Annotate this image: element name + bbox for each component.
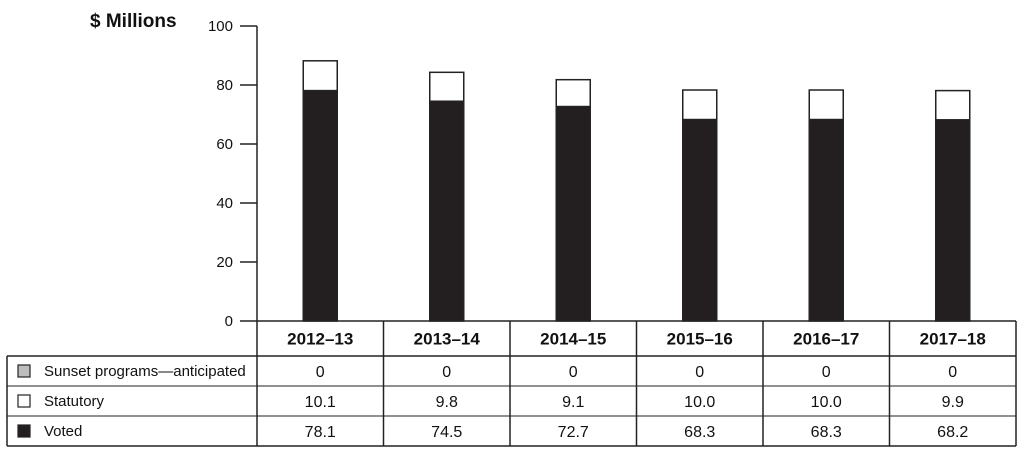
y-tick-label: 60 bbox=[216, 136, 233, 153]
data-label-sunset-programs-anticipated: 0 bbox=[569, 364, 578, 381]
data-label-statutory: 10.0 bbox=[684, 394, 715, 411]
bar-voted-2012-13 bbox=[302, 89, 338, 322]
bar-statutory-2016-17 bbox=[808, 89, 844, 121]
y-axis-label: $ Millions bbox=[90, 11, 177, 32]
legend-swatch-sunset-programs-anticipated bbox=[17, 364, 31, 378]
bar-voted-2014-15 bbox=[555, 105, 591, 322]
data-label-statutory: 10.1 bbox=[305, 394, 336, 411]
y-axis: 0 20 40 60 80 100 bbox=[208, 18, 258, 356]
legend-label-voted: Voted bbox=[44, 423, 82, 440]
bar-voted-2015-16 bbox=[682, 118, 718, 322]
bar-statutory-2014-15 bbox=[555, 78, 591, 108]
category-label-2014-15: 2014–15 bbox=[540, 330, 606, 349]
bar-statutory-2012-13 bbox=[302, 60, 338, 92]
category-label-2017-18: 2017–18 bbox=[920, 330, 986, 349]
category-label-2015-16: 2015–16 bbox=[667, 330, 733, 349]
bar-statutory-2017-18 bbox=[935, 89, 971, 121]
bar-statutory-2015-16 bbox=[682, 89, 718, 121]
data-label-sunset-programs-anticipated: 0 bbox=[442, 364, 451, 381]
category-label-2012-13: 2012–13 bbox=[287, 330, 353, 349]
data-label-statutory: 9.8 bbox=[436, 394, 458, 411]
bar-voted-2017-18 bbox=[935, 119, 971, 322]
bar-voted-2013-14 bbox=[429, 100, 465, 322]
data-table: 2012–13 2013–14 2014–15 2015–16 2016–17 2017–… bbox=[6, 320, 1017, 447]
y-tick-label: 40 bbox=[216, 195, 233, 212]
data-label-voted: 74.5 bbox=[431, 424, 462, 441]
data-label-sunset-programs-anticipated: 0 bbox=[316, 364, 325, 381]
category-label-2016-17: 2016–17 bbox=[793, 330, 859, 349]
y-tick-label: 100 bbox=[208, 18, 233, 35]
data-label-statutory: 9.1 bbox=[562, 394, 584, 411]
data-label-voted: 72.7 bbox=[558, 424, 589, 441]
bar-voted-2016-17 bbox=[808, 118, 844, 322]
data-label-sunset-programs-anticipated: 0 bbox=[948, 364, 957, 381]
data-label-statutory: 10.0 bbox=[811, 394, 842, 411]
legend-swatch-voted bbox=[17, 424, 31, 438]
data-label-voted: 78.1 bbox=[305, 424, 336, 441]
legend-label-sunset-programs-anticipated: Sunset programs—anticipated bbox=[44, 363, 246, 380]
data-label-sunset-programs-anticipated: 0 bbox=[822, 364, 831, 381]
category-label-2013-14: 2013–14 bbox=[414, 330, 481, 349]
data-label-statutory: 9.9 bbox=[942, 394, 964, 411]
y-tick-label: 20 bbox=[216, 254, 233, 271]
data-label-sunset-programs-anticipated: 0 bbox=[695, 364, 704, 381]
data-label-voted: 68.3 bbox=[811, 424, 842, 441]
data-label-voted: 68.2 bbox=[937, 424, 968, 441]
y-tick-label: 80 bbox=[216, 77, 233, 94]
bar-statutory-2013-14 bbox=[429, 71, 465, 102]
data-label-voted: 68.3 bbox=[684, 424, 715, 441]
legend-label-statutory: Statutory bbox=[44, 393, 105, 410]
y-tick-label: 0 bbox=[225, 313, 233, 330]
bar-series bbox=[302, 60, 971, 322]
legend-swatch-statutory bbox=[17, 394, 31, 408]
